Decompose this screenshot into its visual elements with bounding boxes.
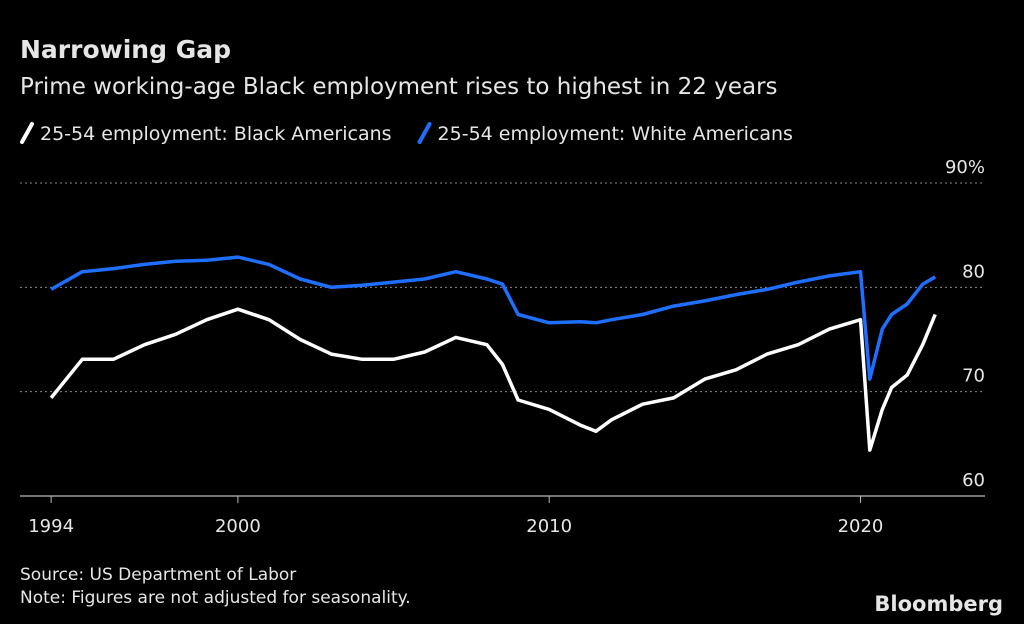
legend-swatch xyxy=(417,122,432,144)
x-tick-label: 2000 xyxy=(215,516,261,537)
legend-label: 25-54 employment: White Americans xyxy=(438,123,793,145)
source: Source: US Department of Labor xyxy=(20,565,296,585)
legend-swatch xyxy=(20,122,34,144)
note: Note: Figures are not adjusted for seaso… xyxy=(20,588,411,608)
x-tick-label: 2010 xyxy=(526,516,572,537)
y-tick-label: 80 xyxy=(962,261,985,282)
x-tick-label: 2020 xyxy=(838,516,884,537)
chart-subtitle: Prime working-age Black employment rises… xyxy=(20,74,778,100)
chart-title: Narrowing Gap xyxy=(20,35,231,64)
x-tick-label: 1994 xyxy=(28,516,74,537)
legend-label: 25-54 employment: Black Americans xyxy=(40,123,392,145)
y-tick-label: 70 xyxy=(962,366,985,387)
y-tick-label: 60 xyxy=(962,470,985,491)
y-tick-label: 90% xyxy=(945,157,985,178)
brand-logo: Bloomberg xyxy=(874,592,1003,616)
series-line xyxy=(50,255,937,381)
series-line xyxy=(49,307,937,452)
